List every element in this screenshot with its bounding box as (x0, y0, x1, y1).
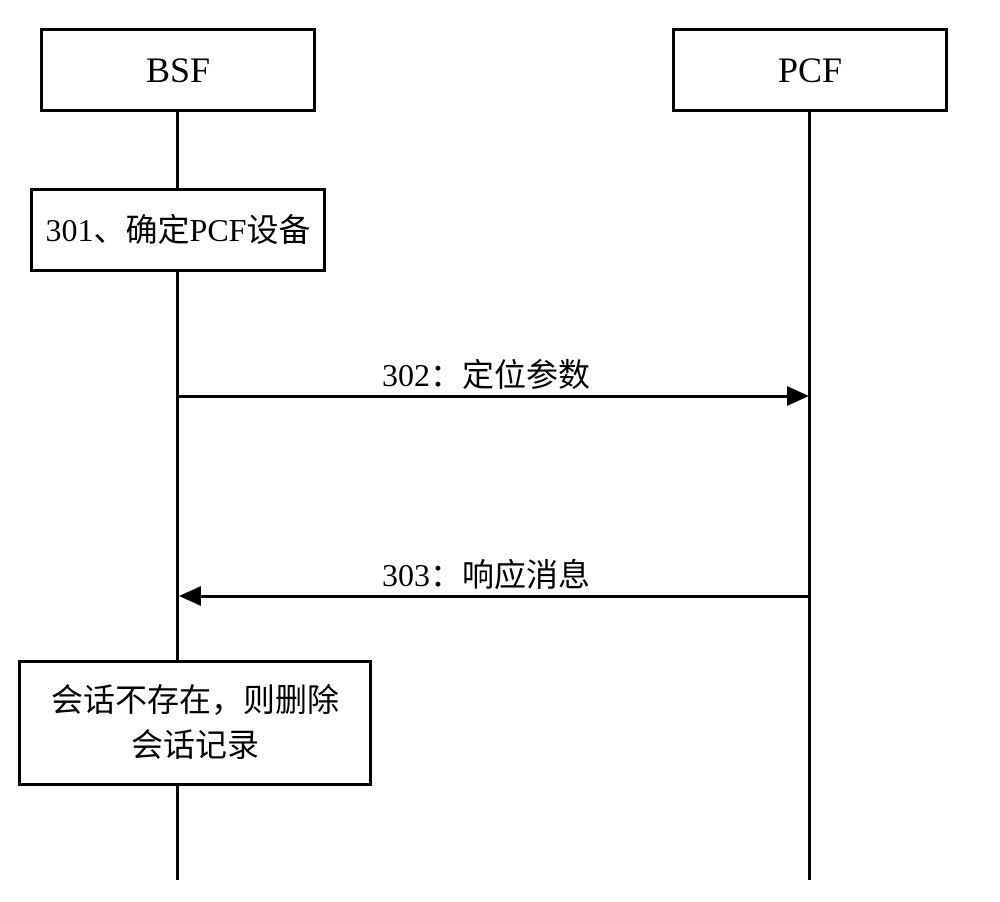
message-label-step303: 303：响应消息 (382, 550, 590, 596)
lifeline-label-bsf: BSF (146, 49, 210, 91)
message-label-step302: 302：定位参数 (382, 350, 590, 396)
lifeline-box-bsf: BSF (40, 28, 316, 112)
lifeline-label-pcf: PCF (778, 49, 842, 91)
activity-step-delete: 会话不存在，则删除 会话记录 (18, 660, 372, 786)
lifeline-box-pcf: PCF (672, 28, 948, 112)
activity-label-step301: 301、确定PCF设备 (46, 208, 311, 253)
lifeline-line-pcf (808, 112, 811, 880)
activity-label-step-delete: 会话不存在，则删除 会话记录 (51, 678, 339, 768)
arrowhead-step302 (787, 386, 809, 406)
arrowhead-step303 (179, 586, 201, 606)
activity-step301: 301、确定PCF设备 (30, 188, 326, 272)
